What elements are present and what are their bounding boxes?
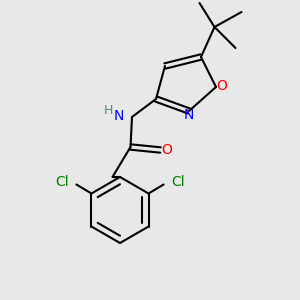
Text: H: H	[104, 104, 113, 117]
Text: N: N	[113, 109, 124, 122]
Text: N: N	[184, 108, 194, 122]
Text: Cl: Cl	[55, 175, 69, 188]
Text: O: O	[216, 79, 227, 92]
Text: Cl: Cl	[171, 175, 185, 188]
Text: O: O	[161, 143, 172, 157]
